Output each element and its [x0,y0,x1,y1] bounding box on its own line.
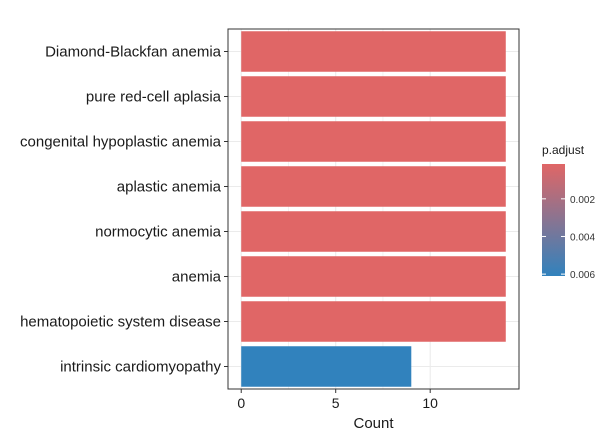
y-tick-label: normocytic anemia [95,224,222,241]
bar [241,76,506,117]
y-tick-label: pure red-cell aplasia [86,89,222,106]
x-tick-label: 10 [422,395,438,411]
panel-border [227,28,520,390]
y-tick-label: anemia [172,269,222,286]
x-tick-label: 5 [332,395,340,411]
legend: p.adjust 0.002 0.004 0.006 [542,143,595,281]
bar [241,211,506,252]
bar [241,301,506,342]
legend-tick-label: 0.002 [570,195,595,206]
bar [241,346,412,387]
y-tick-label: Diamond-Blackfan anemia [45,44,222,61]
bar [241,166,506,207]
legend-tick-label: 0.006 [570,270,595,281]
legend-ticks: 0.002 0.004 0.006 [542,195,595,281]
bar [241,256,506,297]
y-tick-label: intrinsic cardiomyopathy [60,359,221,376]
y-axis: Diamond-Blackfan anemia pure red-cell apl… [20,44,228,376]
bar [241,31,506,72]
x-tick-label: 0 [237,395,245,411]
y-tick-label: hematopoietic system disease [20,314,221,331]
bars [241,31,506,387]
y-tick-label: aplastic anemia [117,179,222,196]
legend-tick-label: 0.004 [570,232,595,243]
x-axis: 0 5 10 [237,389,438,411]
y-tick-label: congenital hypoplastic anemia [20,134,222,151]
bar [241,121,506,162]
legend-colorbar [542,164,565,276]
legend-title: p.adjust [542,143,585,157]
x-axis-title: Count [353,415,394,432]
